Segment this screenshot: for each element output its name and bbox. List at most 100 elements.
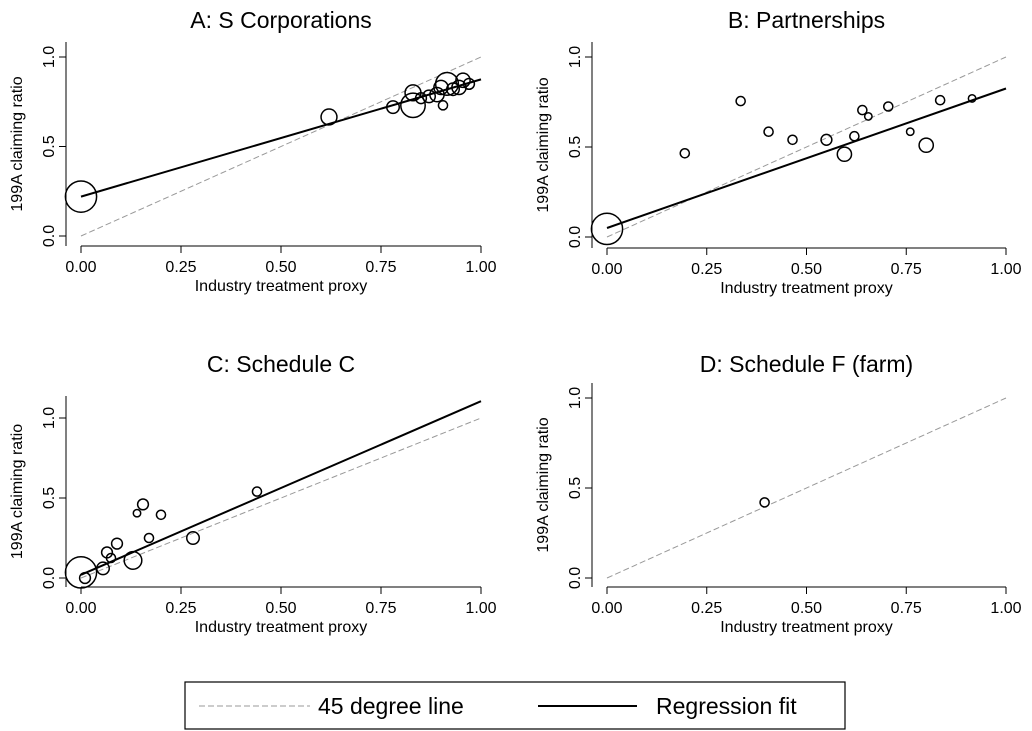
panel-title: B: Partnerships: [728, 7, 885, 33]
y-axis-label: 199A claiming ratio: [535, 77, 552, 212]
x-tick-label: 1.00: [990, 600, 1021, 617]
data-point: [132, 508, 142, 518]
data-point: [882, 101, 894, 112]
x-tick-label: 0.75: [891, 261, 922, 278]
panel-title: A: S Corporations: [190, 7, 372, 33]
x-axis-label: Industry treatment proxy: [195, 619, 368, 636]
panel-b: B: Partnerships 0.00 0.25 0.50 0.75 1.00 Indus…: [535, 7, 1022, 297]
data-point: [820, 133, 833, 146]
panel-a: A: S Corporations 0.00 0.25 0.50 0.75 1.00 Ind…: [9, 7, 497, 295]
data-point: [787, 134, 798, 146]
data-point: [934, 94, 946, 106]
x-axis-label: Industry treatment proxy: [720, 280, 893, 297]
data-point: [143, 532, 155, 544]
y-tick-label: 0.5: [41, 135, 58, 157]
data-point: [836, 146, 853, 163]
regression-fit-line: [606, 87, 1007, 229]
data-point: [414, 92, 428, 105]
data-point: [857, 104, 868, 116]
reference-45-line: [80, 417, 482, 579]
regression-fit-line: [80, 400, 482, 576]
x-tick-label: 0.00: [591, 600, 622, 617]
data-point: [123, 550, 143, 570]
y-tick-label: 0.5: [41, 487, 58, 509]
x-axis-label: Industry treatment proxy: [720, 619, 893, 636]
x-tick-label: 0.00: [65, 259, 96, 276]
y-axis-label: 199A claiming ratio: [9, 76, 26, 211]
legend-label: Regression fit: [656, 693, 797, 719]
panel-d: D: Schedule F (farm)0.00 0.25 0.50 0.75 1.00…: [535, 351, 1022, 636]
x-tick-label: 0.75: [891, 600, 922, 617]
legend: 45 degree line Regression fit: [184, 681, 846, 730]
data-point: [590, 212, 624, 246]
data-point: [433, 79, 449, 96]
legend-label: 45 degree line: [318, 693, 464, 719]
reference-45-line: [606, 56, 1007, 238]
data-point: [105, 552, 117, 564]
x-tick-label: 0.00: [591, 261, 622, 278]
y-tick-label: 1.0: [567, 46, 584, 68]
y-tick-label: 0.0: [567, 226, 584, 248]
x-axis-label: Industry treatment proxy: [195, 278, 368, 295]
data-point: [422, 89, 436, 104]
data-point: [679, 148, 691, 159]
data-point: [849, 130, 860, 142]
y-tick-label: 1.0: [567, 387, 584, 409]
y-tick-label: 0.0: [41, 225, 58, 247]
x-tick-label: 1.00: [990, 261, 1021, 278]
data-point: [918, 137, 935, 154]
y-tick-label: 0.0: [41, 567, 58, 589]
x-tick-label: 0.50: [265, 259, 296, 276]
x-tick-label: 0.50: [791, 600, 822, 617]
x-tick-label: 0.00: [65, 600, 96, 617]
y-tick-label: 0.0: [567, 567, 584, 589]
y-tick-label: 0.5: [567, 136, 584, 158]
data-point: [96, 561, 110, 576]
x-tick-label: 0.25: [165, 259, 196, 276]
x-tick-label: 0.25: [691, 600, 722, 617]
data-point: [64, 180, 98, 213]
x-tick-label: 1.00: [465, 259, 496, 276]
data-point: [905, 127, 915, 137]
panel-title: D: Schedule F (farm): [700, 351, 913, 377]
y-tick-label: 1.0: [41, 46, 58, 68]
data-point: [735, 95, 746, 107]
y-tick-label: 1.0: [41, 407, 58, 429]
data-point: [967, 93, 977, 103]
data-point: [64, 556, 98, 589]
data-point: [251, 486, 263, 497]
x-tick-label: 0.75: [365, 600, 396, 617]
x-tick-label: 0.50: [265, 600, 296, 617]
panel-title: C: Schedule C: [207, 351, 355, 377]
data-point: [455, 72, 471, 89]
data-point: [386, 100, 400, 115]
data-point: [400, 92, 426, 119]
x-tick-label: 0.25: [165, 600, 196, 617]
y-axis-label: 199A claiming ratio: [535, 417, 552, 552]
x-tick-label: 0.25: [691, 261, 722, 278]
x-tick-label: 1.00: [465, 600, 496, 617]
data-point: [136, 498, 150, 511]
data-point: [437, 100, 449, 111]
data-point: [763, 126, 774, 137]
data-point: [78, 571, 92, 585]
y-tick-label: 0.5: [567, 477, 584, 499]
x-tick-label: 0.75: [365, 259, 396, 276]
regression-fit-line: [80, 78, 482, 198]
panels-group: A: S Corporations 0.00 0.25 0.50 0.75 1.00 Ind…: [9, 7, 1022, 636]
data-point: [186, 531, 200, 545]
data-point: [320, 108, 338, 126]
x-tick-label: 0.50: [791, 261, 822, 278]
data-point: [863, 111, 873, 121]
data-point: [462, 77, 476, 90]
reference-45-line: [606, 397, 1007, 579]
data-point: [155, 509, 167, 521]
reference-45-line: [80, 56, 482, 237]
data-point: [434, 71, 460, 96]
panel-c: C: Schedule C 0.00 0.25 0.50 0.75 1.00 Industr…: [9, 351, 497, 636]
data-point: [759, 497, 770, 508]
data-point: [110, 537, 124, 550]
y-axis-label: 199A claiming ratio: [9, 424, 26, 559]
